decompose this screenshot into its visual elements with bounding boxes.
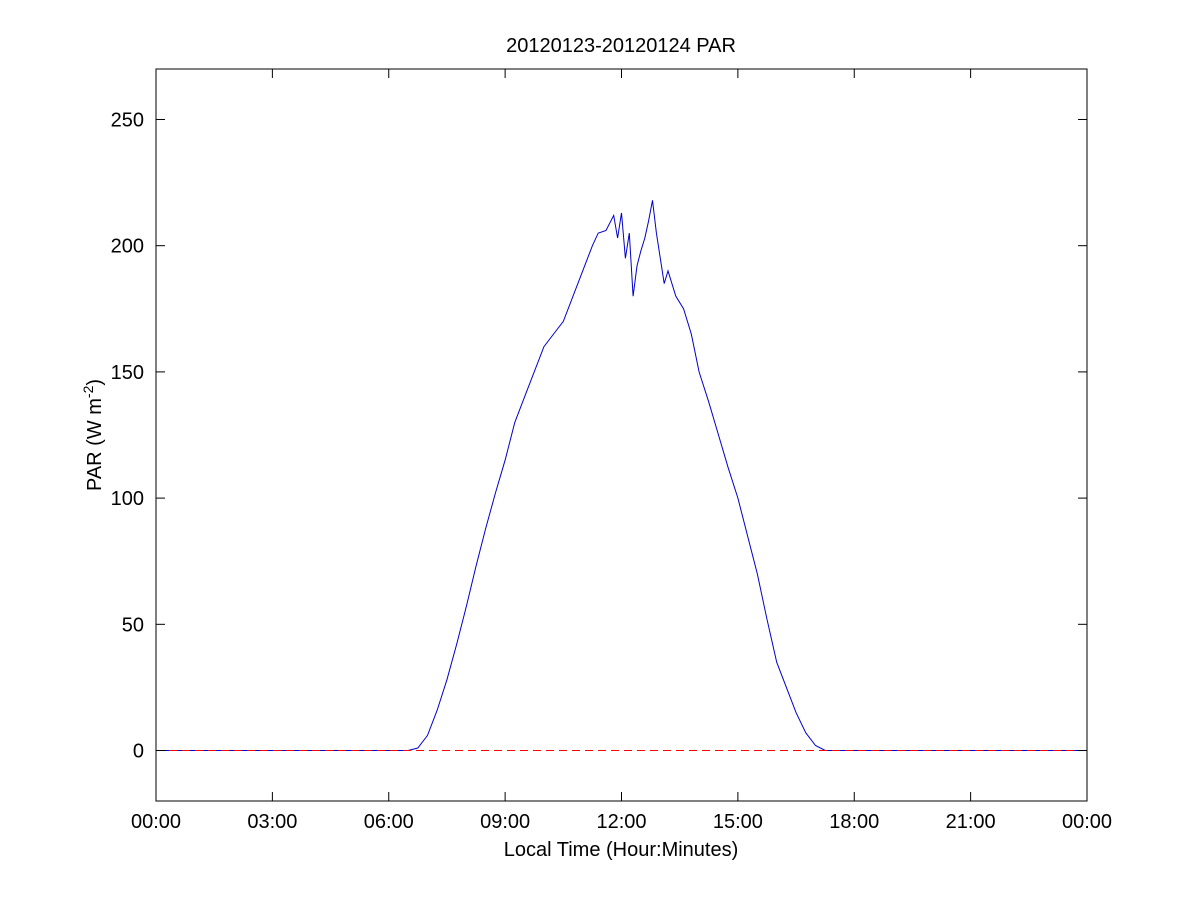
x-tick-label: 00:00 xyxy=(131,811,181,833)
y-tick-label: 100 xyxy=(111,488,144,510)
y-axis-label-superscript: -2 xyxy=(80,385,96,398)
x-tick-label: 09:00 xyxy=(480,811,530,833)
x-tick-label: 18:00 xyxy=(829,811,879,833)
plot-area: 00:00 03:00 06:00 09:00 12:00 15:00 18:00 21:00… xyxy=(111,68,1112,833)
y-tick-label: 0 xyxy=(133,741,144,763)
x-tick-label: 15:00 xyxy=(713,811,763,833)
series-line-0 xyxy=(156,200,1087,751)
x-axis-label: Local Time (Hour:Minutes) xyxy=(504,839,739,861)
x-tick-label: 06:00 xyxy=(364,811,414,833)
chart-title: 20120123-20120124 PAR xyxy=(506,35,736,57)
y-axis-label: PAR (W m-2) xyxy=(80,379,106,491)
y-tick-label: 200 xyxy=(111,236,144,258)
x-tick-label: 00:00 xyxy=(1062,811,1112,833)
y-tick-label: 50 xyxy=(122,614,144,636)
y-axis-label-close: ) xyxy=(84,379,106,386)
x-tick-label: 21:00 xyxy=(946,811,996,833)
y-tick-label: 250 xyxy=(111,109,144,131)
x-tick-label: 12:00 xyxy=(596,811,646,833)
y-axis-label-main: PAR (W m xyxy=(84,398,106,491)
y-tick-label: 150 xyxy=(111,362,144,384)
x-tick-label: 03:00 xyxy=(247,811,297,833)
